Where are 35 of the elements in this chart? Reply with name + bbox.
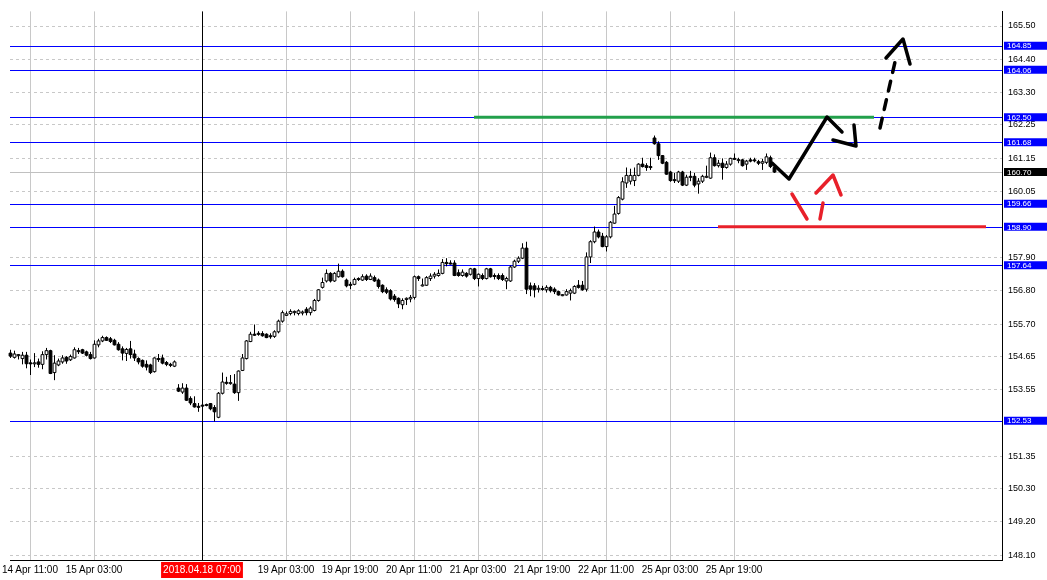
x-tick-label: 25 Apr 03:00 xyxy=(641,563,699,575)
y-tick-label: 151.35 xyxy=(1008,451,1036,462)
y-tick-label: 163.30 xyxy=(1008,87,1036,98)
y-tick-label: 156.80 xyxy=(1008,285,1036,296)
x-tick-label: 25 Apr 19:00 xyxy=(705,563,763,575)
x-tick-label: 19 Apr 19:00 xyxy=(321,563,379,575)
ref-line-label: 159.66 xyxy=(1007,199,1033,209)
ref-line-label: 162.50 xyxy=(1007,112,1033,122)
y-tick-label: 165.50 xyxy=(1008,20,1036,31)
y-tick-label: 161.15 xyxy=(1008,152,1036,163)
y-tick-label: 162.25 xyxy=(1008,119,1036,130)
x-tick-label: 21 Apr 19:00 xyxy=(513,563,571,575)
y-tick-label: 154.65 xyxy=(1008,350,1036,361)
x-tick-label: 15 Apr 03:00 xyxy=(65,563,123,575)
x-tick-label: 22 Apr 11:00 xyxy=(578,563,635,575)
y-tick-label: 149.20 xyxy=(1008,516,1036,527)
y-tick-label: 148.10 xyxy=(1008,549,1036,560)
y-tick-label: 157.90 xyxy=(1008,251,1036,262)
ref-line-label: 152.53 xyxy=(1007,416,1033,426)
ref-line-label: 161.68 xyxy=(1007,137,1033,147)
x-tick-label: 14 Apr 11:00 xyxy=(2,563,59,575)
y-tick-label: 150.30 xyxy=(1008,482,1036,493)
x-tick-label: 21 Apr 03:00 xyxy=(449,563,507,575)
y-tick-label: 160.05 xyxy=(1008,186,1036,197)
ref-line-label: 164.06 xyxy=(1007,65,1033,75)
x-tick-label: 19 Apr 03:00 xyxy=(257,563,315,575)
x-tick-label: 2018.04.18 07:00 xyxy=(163,563,242,575)
y-tick-label: 153.55 xyxy=(1008,384,1036,395)
y-tick-label: 155.70 xyxy=(1008,318,1036,329)
ref-line-label: 164.85 xyxy=(1007,41,1033,51)
y-tick-label: 164.40 xyxy=(1008,53,1036,64)
x-tick-label: 20 Apr 11:00 xyxy=(386,563,443,575)
ref-line-label: 160.70 xyxy=(1007,167,1033,177)
ref-line-label: 157.64 xyxy=(1007,260,1033,270)
ref-line-label: 158.90 xyxy=(1007,222,1033,232)
